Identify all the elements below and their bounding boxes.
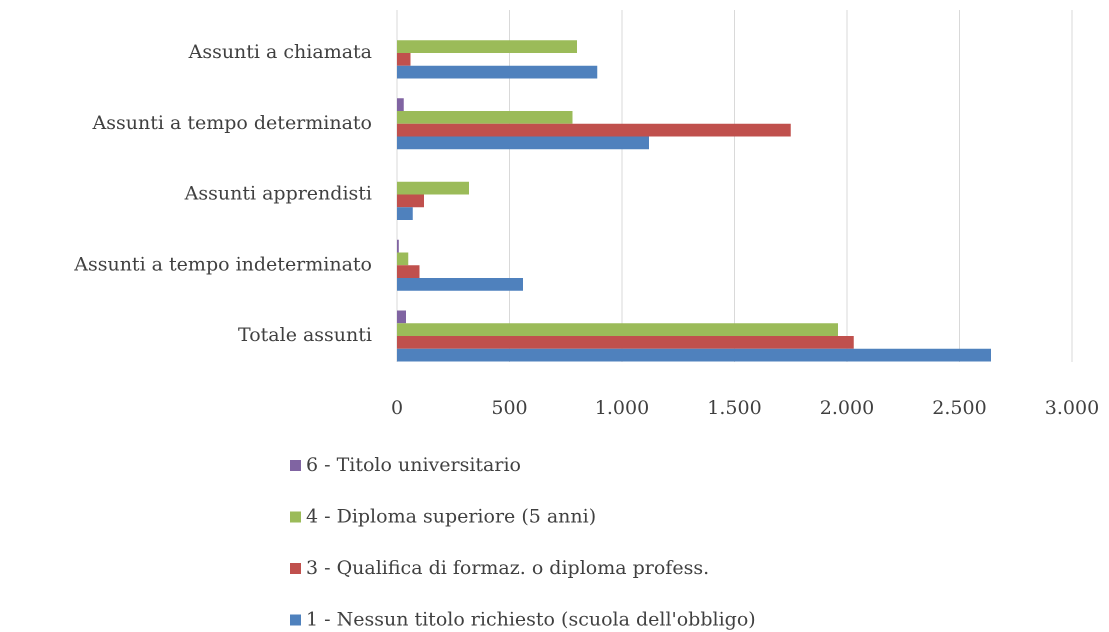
bar: [397, 98, 404, 111]
legend-swatch: [290, 563, 301, 574]
y-tick-label: Assunti a tempo determinato: [92, 112, 372, 134]
x-tick-label: 500: [491, 397, 527, 419]
legend-label: 3 - Qualifica di formaz. o diploma profe…: [306, 557, 709, 579]
legend-label: 6 - Titolo universitario: [306, 454, 521, 476]
legend-label: 4 - Diploma superiore (5 anni): [306, 506, 596, 528]
bar: [397, 40, 577, 53]
bar: [397, 348, 991, 362]
x-tick-label: 2.000: [820, 397, 874, 419]
bar: [397, 207, 413, 220]
x-tick-label: 1.500: [707, 397, 761, 419]
bar: [397, 53, 411, 66]
bar: [397, 181, 469, 195]
x-tick-label: 2.500: [932, 397, 986, 419]
y-tick-label: Assunti a chiamata: [188, 41, 372, 63]
bar: [397, 123, 791, 137]
x-tick-label: 0: [391, 397, 403, 419]
bar: [397, 194, 424, 208]
bar: [397, 323, 838, 336]
bar: [397, 265, 420, 278]
legend-label: 1 - Nessun titolo richiesto (scuola dell…: [306, 609, 756, 631]
legend-swatch: [290, 614, 301, 626]
x-tick-label: 1.000: [595, 397, 649, 419]
y-tick-label: Assunti a tempo indeterminato: [73, 253, 372, 275]
legend-swatch: [290, 511, 301, 523]
bar: [397, 336, 854, 349]
bar: [397, 239, 399, 253]
y-tick-label: Assunti apprendisti: [184, 183, 372, 205]
x-tick-label: 3.000: [1045, 397, 1099, 419]
bar: [397, 111, 573, 124]
bar: [397, 310, 406, 324]
bar: [397, 136, 649, 150]
legend-swatch: [290, 460, 301, 471]
bar: [397, 278, 523, 291]
bar: [397, 65, 598, 79]
bar: [397, 252, 409, 266]
y-tick-label: Totale assunti: [238, 324, 372, 346]
